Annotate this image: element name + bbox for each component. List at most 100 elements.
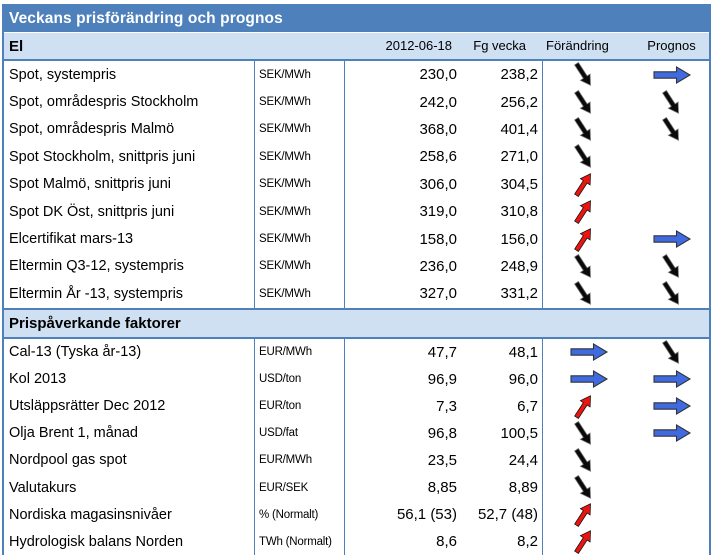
up-arrow-icon — [574, 503, 591, 528]
el-header-band: El 2012-06-18 Fg vecka Förändring Progno… — [4, 33, 709, 61]
row-label: Spot, områdespris Malmö — [9, 121, 175, 138]
down-arrow-icon — [574, 420, 591, 445]
row-current-value: 327,0 — [344, 280, 460, 308]
row-current-value: 258,6 — [344, 143, 460, 171]
table-row: Spot, systempris SEK/MWh 230,0 238,2 — [4, 61, 709, 89]
down-arrow-icon — [662, 89, 679, 114]
row-current-value: 8,85 — [344, 473, 460, 502]
row-change-cell — [542, 338, 634, 366]
down-arrow-icon — [574, 447, 591, 472]
row-change-cell — [542, 252, 634, 281]
down-arrow-icon — [574, 89, 591, 114]
row-label: Valutakurs — [9, 479, 77, 496]
row-forecast-cell — [634, 253, 709, 280]
right-arrow-icon — [652, 65, 691, 84]
row-unit: SEK/MWh — [254, 88, 344, 116]
row-current-value: 242,0 — [344, 88, 460, 116]
row-forecast-cell — [634, 501, 709, 528]
row-unit: SEK/MWh — [254, 143, 344, 171]
row-unit: SEK/MWh — [254, 252, 344, 281]
row-prev-value: 8,89 — [508, 479, 538, 497]
row-current-value: 8,6 — [344, 528, 460, 555]
row-label: Nordiska magasinsnivåer — [9, 506, 172, 523]
row-forecast-cell — [634, 171, 709, 198]
table-row: Spot, områdespris Malmö SEK/MWh 368,0 40… — [4, 115, 709, 144]
right-arrow-icon — [652, 397, 691, 416]
row-prev-value: 156,0 — [500, 230, 538, 248]
row-current-value: 96,8 — [344, 419, 460, 447]
row-forecast-cell — [634, 420, 709, 447]
down-arrow-icon — [574, 116, 591, 141]
row-label: Spot Stockholm, snittpris juni — [9, 148, 196, 165]
row-forecast-cell — [634, 61, 709, 88]
down-arrow-icon — [574, 281, 591, 306]
row-prev-value: 52,7 (48) — [477, 506, 538, 524]
row-unit: SEK/MWh — [254, 225, 344, 253]
column-header-prev-week: Fg vecka — [473, 38, 526, 53]
price-table: Veckans prisförändring och prognos El 20… — [2, 4, 711, 555]
row-change-cell — [542, 419, 634, 447]
row-forecast-cell — [634, 88, 709, 115]
row-prev-value: 304,5 — [500, 175, 538, 193]
row-forecast-cell — [634, 339, 709, 366]
down-arrow-icon — [574, 474, 591, 499]
row-current-value: 23,5 — [344, 446, 460, 474]
table-row: Eltermin År -13, systempris SEK/MWh 327,… — [4, 280, 709, 308]
down-arrow-icon — [574, 253, 591, 278]
table-row: Elcertifikat mars-13 SEK/MWh 158,0 156,0 — [4, 225, 709, 253]
row-prev-value: 256,2 — [500, 93, 538, 111]
down-arrow-icon — [574, 144, 591, 169]
row-label: Hydrologisk balans Norden — [9, 533, 184, 550]
row-forecast-cell — [634, 528, 709, 555]
table-row: Hydrologisk balans Norden TWh (Normalt) … — [4, 528, 709, 555]
row-unit: USD/fat — [254, 419, 344, 447]
table-row: Eltermin Q3-12, systempris SEK/MWh 236,0… — [4, 252, 709, 281]
down-arrow-icon — [574, 62, 591, 87]
column-header-change: Förändring — [546, 38, 609, 53]
row-prev-value: 6,7 — [517, 397, 538, 415]
down-arrow-icon — [662, 281, 679, 306]
row-prev-value: 48,1 — [508, 343, 538, 361]
row-prev-value: 331,2 — [500, 285, 538, 303]
row-label: Spot, systempris — [9, 66, 117, 83]
row-forecast-cell — [634, 116, 709, 143]
row-label: Nordpool gas spot — [9, 452, 127, 469]
row-unit: % (Normalt) — [254, 501, 344, 529]
row-unit: SEK/MWh — [254, 61, 344, 89]
table-title: Veckans prisförändring och prognos — [9, 10, 283, 27]
header-spacer — [254, 33, 344, 59]
row-change-cell — [542, 501, 634, 529]
row-forecast-cell — [634, 225, 709, 252]
row-current-value: 306,0 — [344, 170, 460, 198]
row-prev-value: 96,0 — [508, 370, 538, 388]
row-prev-value: 401,4 — [500, 120, 538, 138]
row-label: Elcertifikat mars-13 — [9, 231, 134, 248]
row-label: Eltermin År -13, systempris — [9, 285, 184, 302]
row-unit: SEK/MWh — [254, 170, 344, 198]
up-arrow-icon — [574, 394, 591, 419]
up-arrow-icon — [574, 172, 591, 197]
down-arrow-icon — [662, 339, 679, 364]
table-row: Olja Brent 1, månad USD/fat 96,8 100,5 — [4, 419, 709, 447]
right-arrow-icon — [652, 229, 691, 249]
table-row: Spot DK Öst, snittpris juni SEK/MWh 319,… — [4, 197, 709, 226]
row-prev-value: 24,4 — [508, 451, 538, 469]
column-header-date: 2012-06-18 — [385, 38, 453, 53]
row-change-cell — [542, 280, 634, 308]
row-change-cell — [542, 170, 634, 198]
row-current-value: 56,1 (53) — [344, 501, 460, 529]
row-change-cell — [542, 528, 634, 555]
row-forecast-cell — [634, 198, 709, 225]
row-change-cell — [542, 392, 634, 420]
factors-rows: Cal-13 (Tyska år-13) EUR/MWh 47,7 48,1 K… — [4, 338, 709, 555]
row-prev-value: 271,0 — [500, 148, 538, 166]
row-forecast-cell — [634, 447, 709, 474]
row-forecast-cell — [634, 474, 709, 501]
down-arrow-icon — [662, 116, 679, 141]
row-unit: EUR/ton — [254, 392, 344, 420]
row-current-value: 319,0 — [344, 197, 460, 226]
table-row: Cal-13 (Tyska år-13) EUR/MWh 47,7 48,1 — [4, 338, 709, 366]
section-header-factors: Prispåverkande faktorer — [9, 314, 181, 332]
row-current-value: 368,0 — [344, 115, 460, 144]
row-unit: SEK/MWh — [254, 115, 344, 144]
